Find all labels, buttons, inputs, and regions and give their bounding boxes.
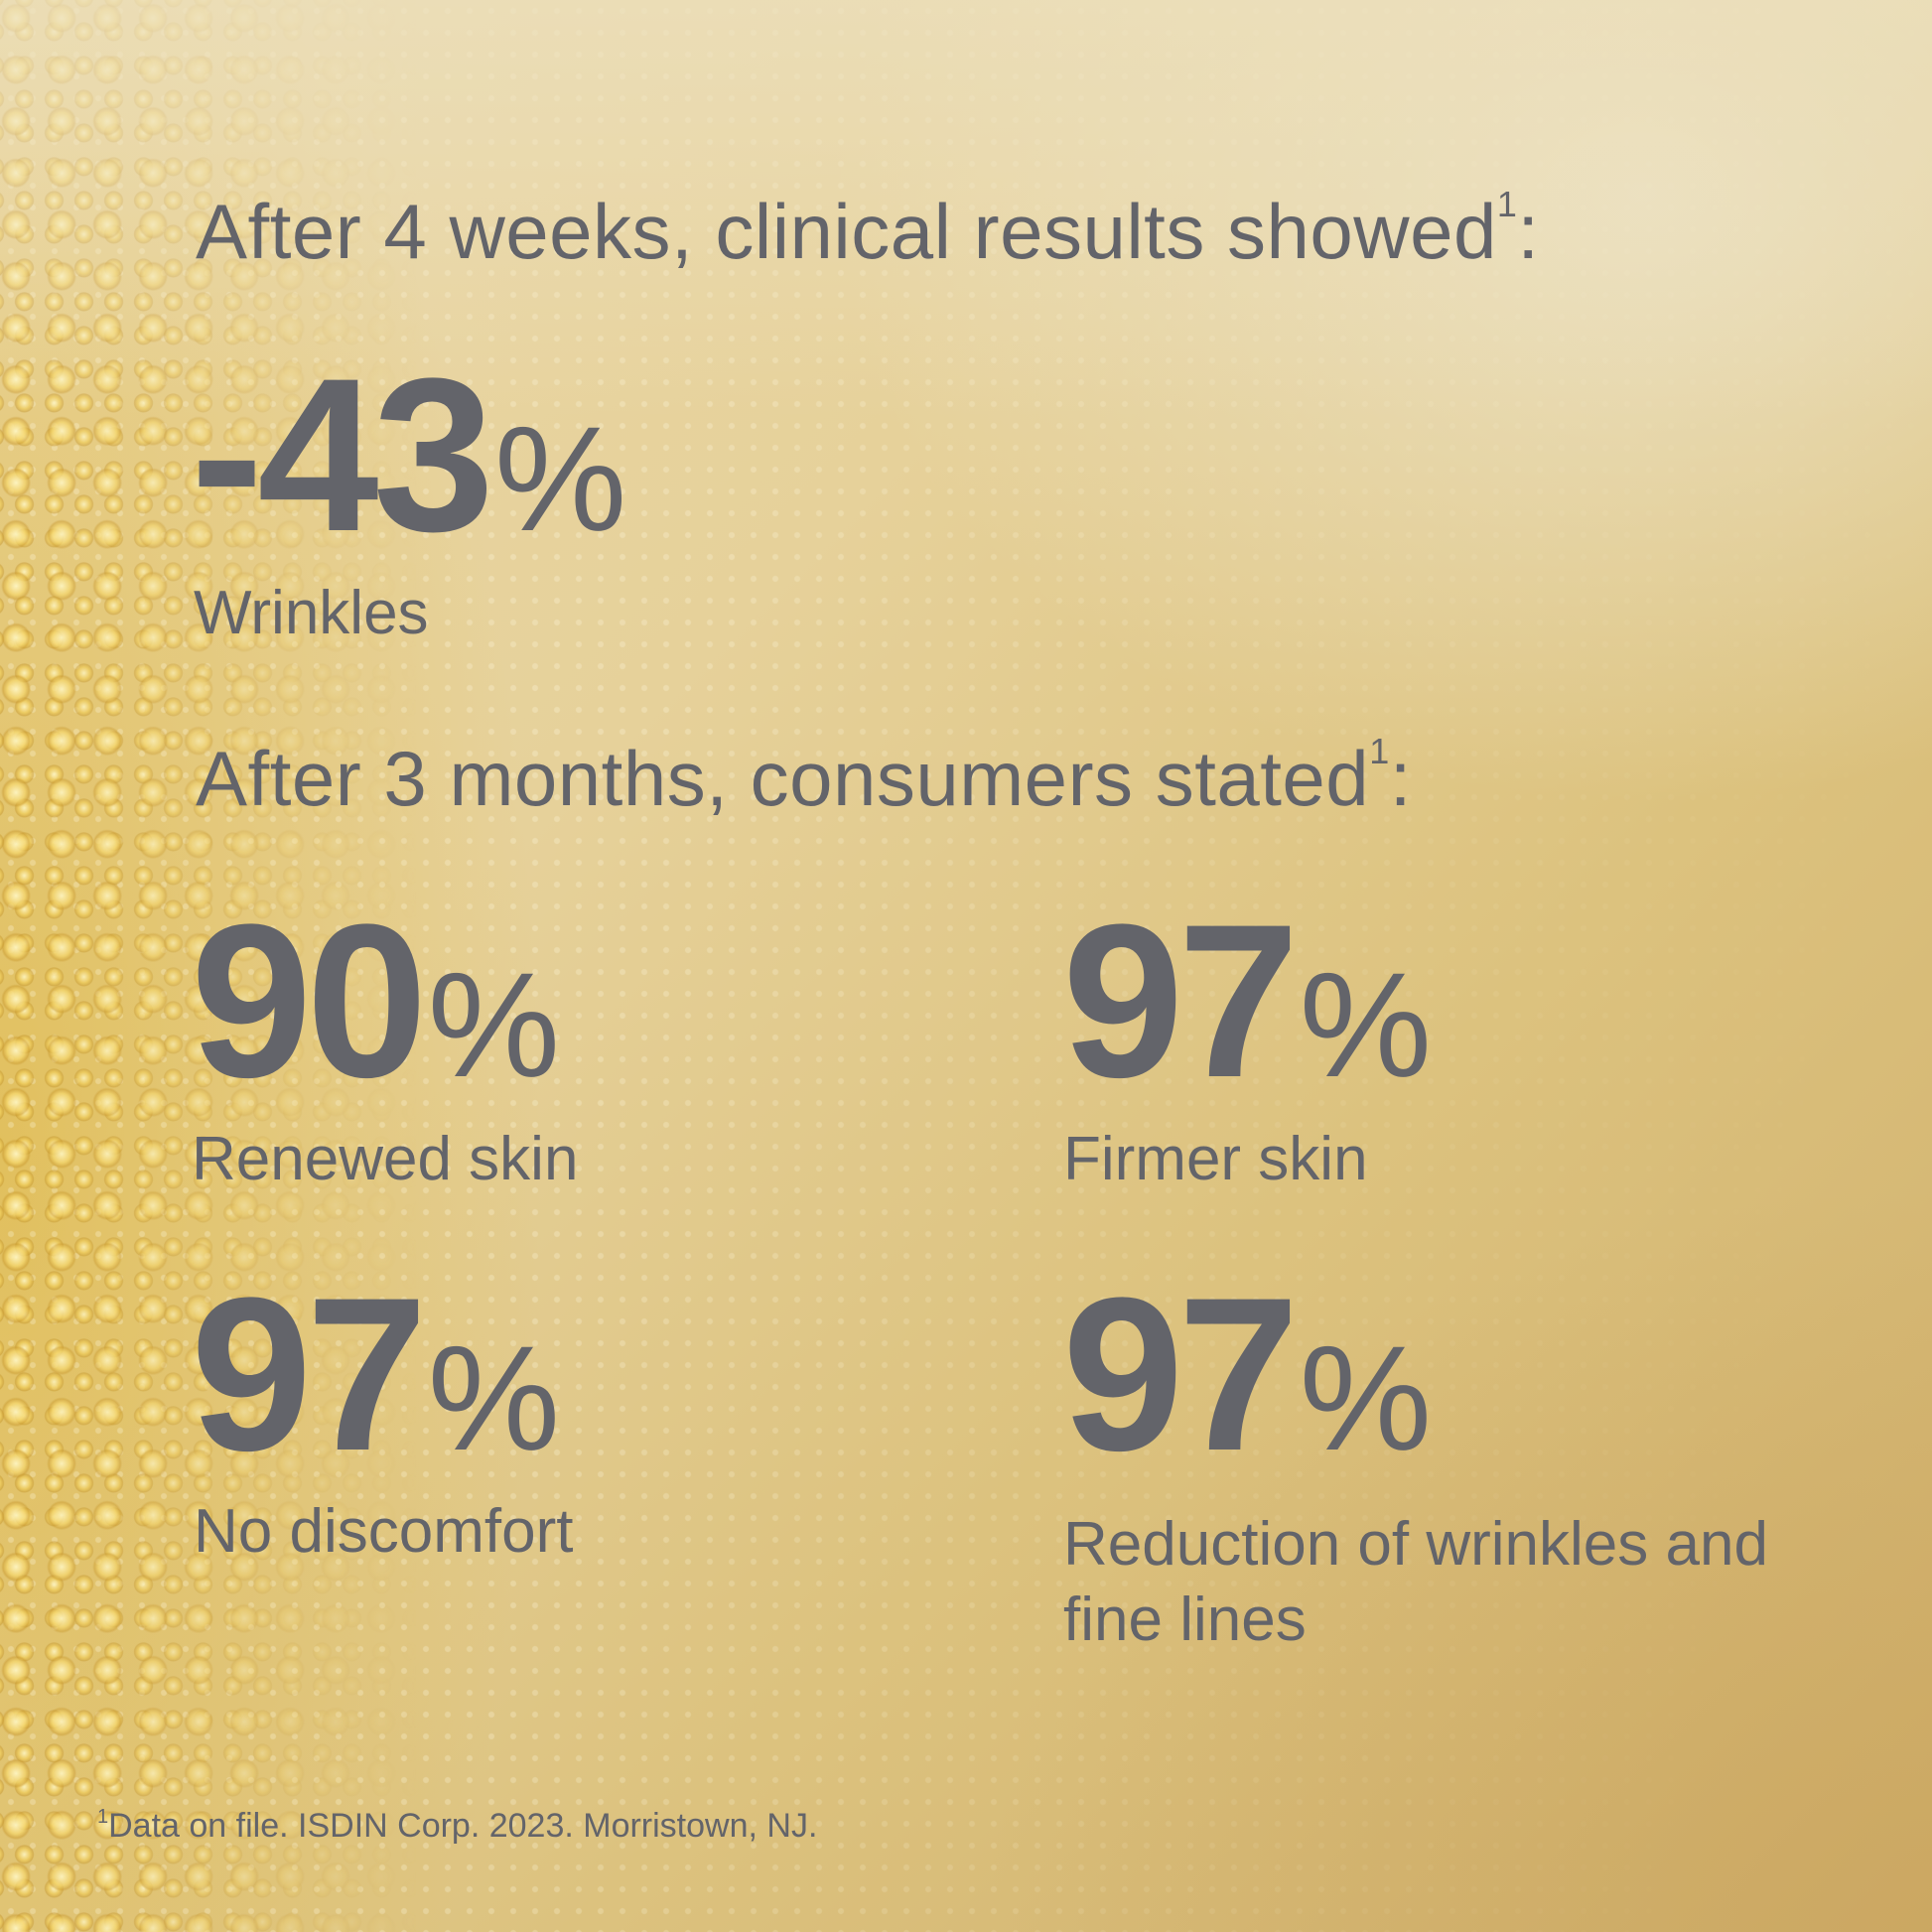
footnote-ref: 1 — [97, 1806, 109, 1828]
stat-firmer-skin-label: Firmer skin — [1063, 1125, 1368, 1193]
clinical-results-footnote-ref: 1 — [1496, 184, 1518, 224]
clinical-results-heading-colon: : — [1517, 188, 1540, 275]
stat-renewed-skin-label: Renewed skin — [192, 1125, 579, 1193]
consumer-results-footnote-ref: 1 — [1369, 731, 1390, 771]
stat-renewed-skin: 90% — [191, 892, 560, 1110]
consumer-results-heading: After 3 months, consumers stated1: — [196, 734, 1412, 818]
stat-no-discomfort: 97% — [191, 1265, 560, 1483]
stat-wrinkles-label: Wrinkles — [194, 579, 429, 647]
stat-no-discomfort-label: No discomfort — [194, 1497, 574, 1566]
stat-wrinkles: -43% — [191, 345, 626, 564]
stat-wrinkles-value: -43 — [191, 333, 494, 577]
clinical-results-heading-text: After 4 weeks, clinical results showed — [196, 188, 1497, 275]
stat-firmer-skin-value: 97 — [1062, 879, 1300, 1123]
consumer-results-heading-colon: : — [1389, 735, 1412, 822]
stat-firmer-skin: 97% — [1062, 892, 1432, 1110]
stat-wrinkle-reduction-unit: % — [1299, 1314, 1433, 1481]
stat-wrinkle-reduction-label: Reduction of wrinkles and fine lines — [1063, 1510, 1768, 1654]
stat-renewed-skin-value: 90 — [191, 879, 428, 1123]
clinical-results-heading: After 4 weeks, clinical results showed1: — [196, 187, 1540, 271]
stat-wrinkle-reduction: 97% — [1062, 1265, 1432, 1483]
stat-wrinkles-unit: % — [493, 395, 627, 562]
stat-renewed-skin-unit: % — [427, 941, 561, 1108]
footnote-text: Data on file. ISDIN Corp. 2023. Morristo… — [108, 1807, 818, 1845]
stat-no-discomfort-value: 97 — [191, 1252, 428, 1496]
top-highlight — [0, 0, 1932, 417]
stat-firmer-skin-unit: % — [1299, 941, 1433, 1108]
stat-no-discomfort-unit: % — [427, 1314, 561, 1481]
stat-wrinkle-reduction-value: 97 — [1062, 1252, 1300, 1496]
consumer-results-heading-text: After 3 months, consumers stated — [196, 735, 1370, 822]
footnote: 1Data on file. ISDIN Corp. 2023. Morrist… — [97, 1806, 818, 1845]
